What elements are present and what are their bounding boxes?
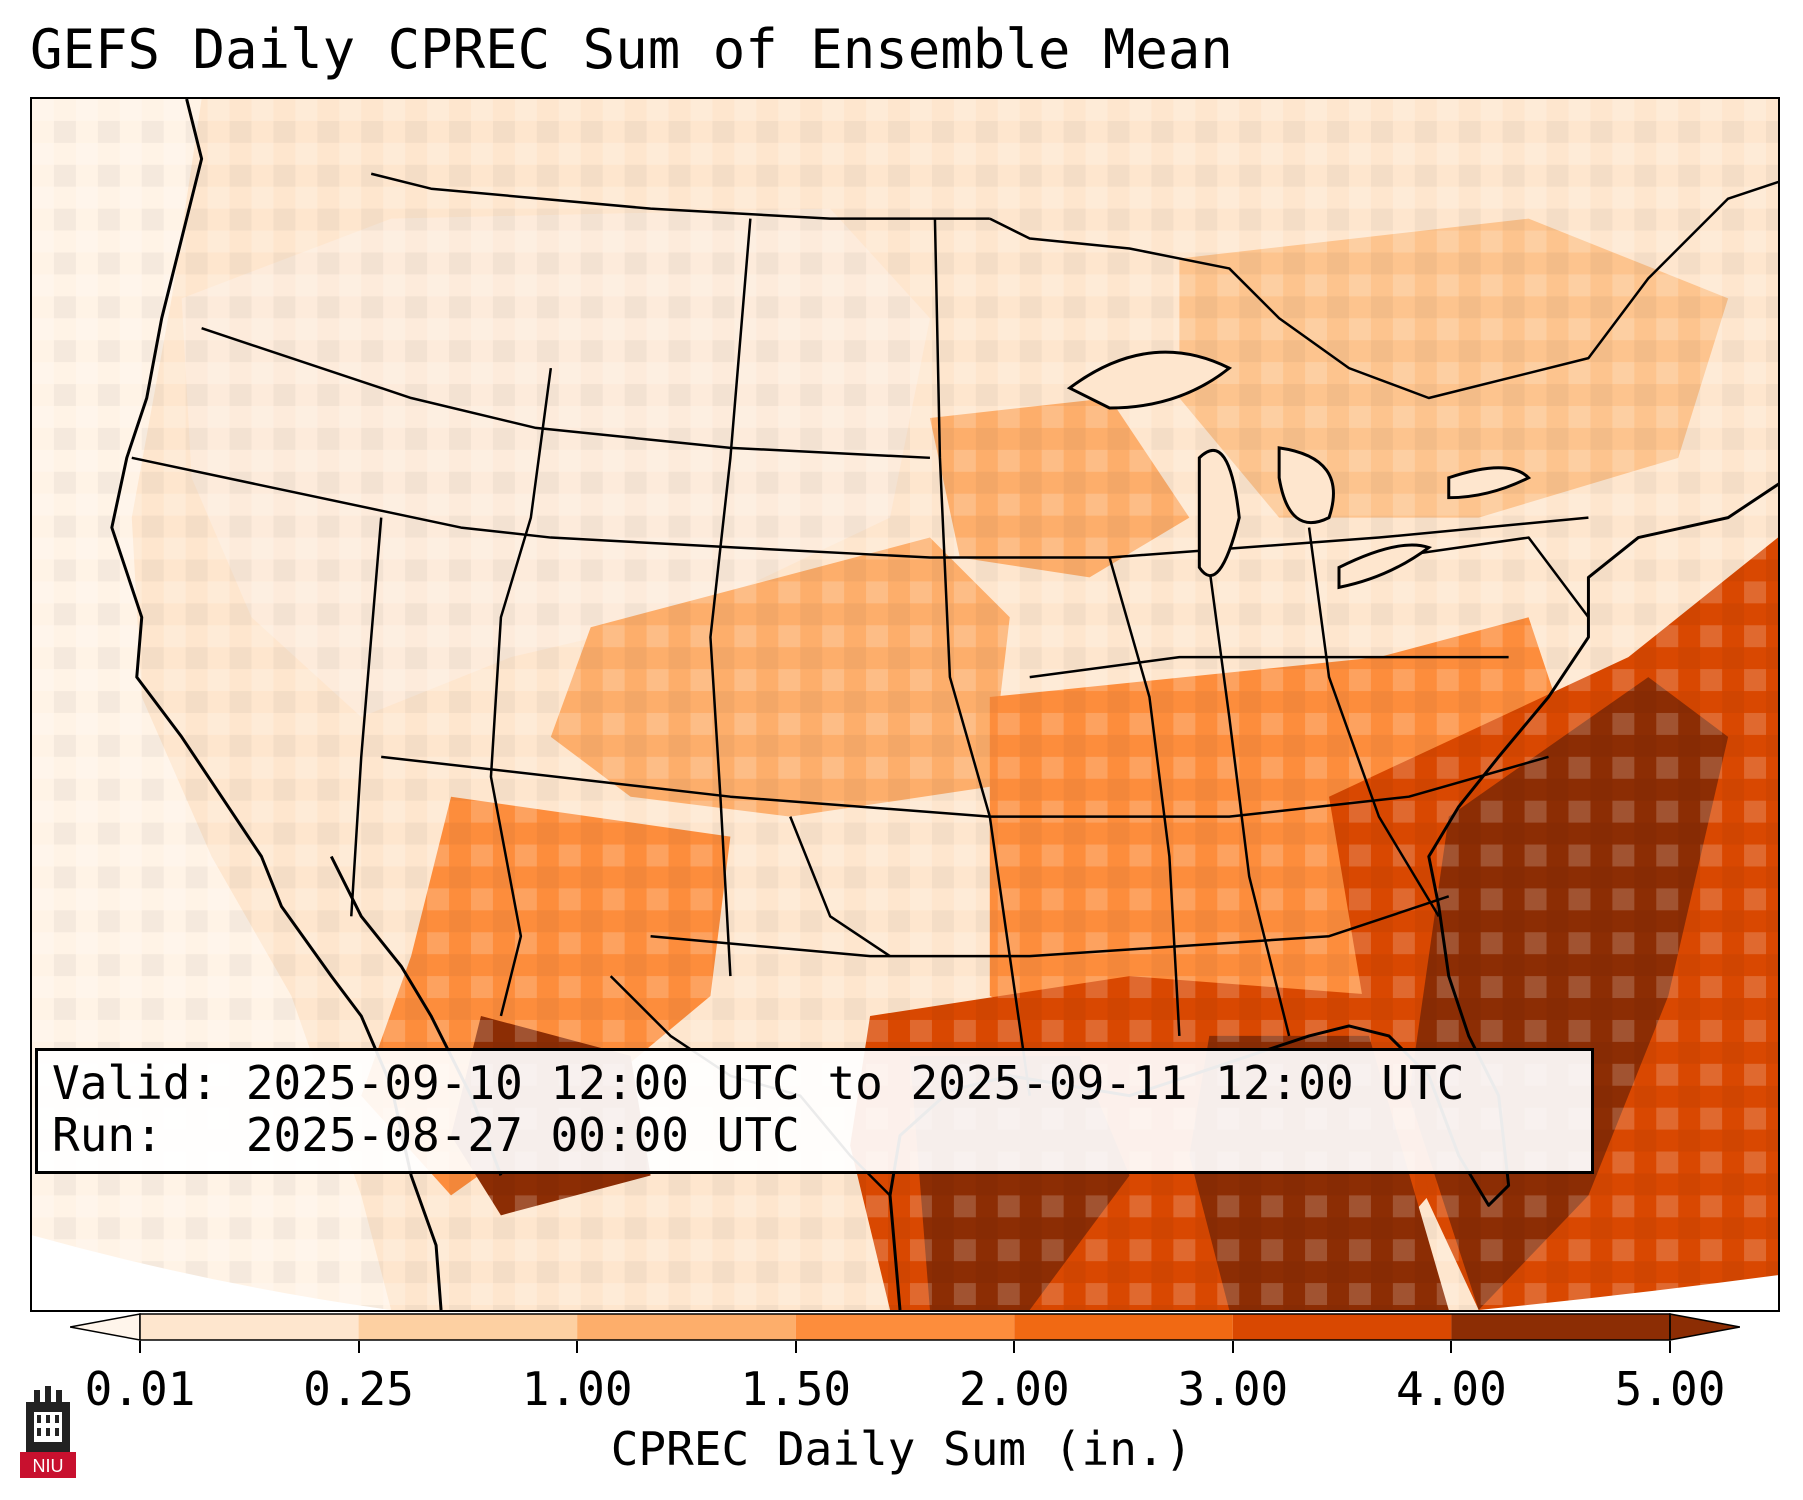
- colorbar-tick-label: 1.50: [740, 1362, 852, 1416]
- border-line: [1108, 557, 1181, 1036]
- border-line: [650, 895, 1450, 958]
- border-line: [381, 755, 1549, 818]
- colorbar-extend-high: [1669, 1313, 1740, 1341]
- colorbar-tick-mark: [139, 1341, 141, 1353]
- colorbar-extend-low: [70, 1313, 141, 1341]
- domain-edge: [32, 1235, 392, 1310]
- colorbar-segment: [1014, 1314, 1233, 1340]
- colorbar-segment: [1451, 1314, 1670, 1340]
- colorbar-tick-mark: [1231, 1341, 1234, 1353]
- colorbar-tick-label: 0.01: [84, 1362, 196, 1416]
- canada-border: [370, 172, 990, 220]
- colorbar-segment: [1232, 1314, 1452, 1340]
- lake-superior: [1066, 350, 1233, 410]
- colorbar-segment: [358, 1314, 578, 1340]
- border-line: [789, 816, 891, 958]
- border-line: [350, 517, 383, 917]
- colorbar: [70, 1313, 1740, 1341]
- colorbar-tick-label: 4.00: [1396, 1362, 1507, 1416]
- colorbar-tick-mark: [794, 1341, 797, 1353]
- colorbar-tick-label: 3.00: [1177, 1362, 1289, 1416]
- run-time-text: Run: 2025-08-27 00:00 UTC: [52, 1108, 800, 1162]
- colorbar-tick-label: 1.00: [521, 1362, 633, 1416]
- border-line: [1029, 655, 1509, 679]
- state-borders: [131, 172, 1778, 1197]
- lake-huron: [1277, 446, 1335, 524]
- colorbar-tick-label: 5.00: [1614, 1362, 1726, 1416]
- university-tower-icon: NIU: [20, 1386, 76, 1478]
- border-line: [201, 327, 931, 460]
- colorbar-segment: [577, 1314, 796, 1340]
- colorbar-tick-label: 0.25: [303, 1362, 414, 1416]
- colorbar-tick-mark: [357, 1341, 360, 1353]
- border-line: [131, 456, 1589, 559]
- canada-border-east: [989, 180, 1778, 400]
- border-line: [709, 218, 752, 977]
- border-line: [489, 367, 553, 1017]
- colorbar-tick-mark: [1450, 1341, 1453, 1353]
- info-box: Valid: 2025-09-10 12:00 UTC to 2025-09-1…: [35, 1048, 1594, 1174]
- map-title: GEFS Daily CPREC Sum of Ensemble Mean: [30, 18, 1233, 81]
- lake-ontario: [1447, 466, 1532, 500]
- great-lakes: [1066, 350, 1532, 590]
- colorbar-label: CPREC Daily Sum (in.): [610, 1422, 1193, 1476]
- colorbar-tick-label: 2.00: [958, 1362, 1070, 1416]
- border-line: [1388, 536, 1590, 619]
- colorbar-tick-mark: [576, 1341, 579, 1353]
- colorbar-tick-mark: [1669, 1341, 1671, 1353]
- colorbar-segment: [795, 1314, 1015, 1340]
- border-line: [933, 218, 1031, 1096]
- border-line: [1307, 527, 1440, 917]
- colorbar-border: [139, 1313, 1671, 1341]
- colorbar-tick-mark: [1013, 1341, 1016, 1353]
- valid-time-text: Valid: 2025-09-10 12:00 UTC to 2025-09-1…: [52, 1056, 1465, 1110]
- logo-text: NIU: [33, 1456, 64, 1476]
- colorbar-segment: [140, 1314, 359, 1340]
- lake-michigan: [1197, 448, 1241, 578]
- domain-edge: [1478, 1275, 1778, 1310]
- border-line: [1208, 567, 1291, 1037]
- lake-erie: [1337, 543, 1432, 590]
